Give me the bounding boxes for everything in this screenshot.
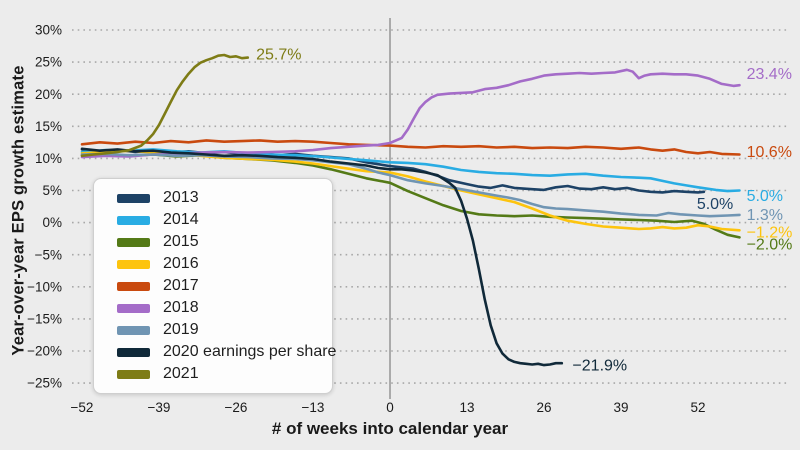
x-tick-label: 0: [386, 400, 394, 415]
legend-label: 2014: [163, 211, 199, 228]
y-tick-label: 30%: [35, 23, 62, 38]
y-tick-label: 5%: [42, 183, 62, 198]
end-label-2021: 25.7%: [256, 46, 301, 63]
end-label-2019: 1.3%: [747, 207, 783, 224]
legend-label: 2018: [163, 299, 199, 316]
series-line-2021: [80, 53, 250, 158]
legend-row-2019: 2019: [117, 319, 332, 341]
y-tick-label: 25%: [35, 55, 62, 70]
x-tick-label: 39: [613, 400, 628, 415]
legend-row-2014: 2014: [117, 209, 332, 231]
y-tick-label: 20%: [35, 87, 62, 102]
legend-swatch-2017: [117, 281, 150, 291]
legend-row-2017: 2017: [117, 275, 332, 297]
legend-label: 2016: [163, 255, 199, 272]
legend-label: 2020 earnings per share: [163, 343, 337, 360]
x-tick-label: −26: [225, 400, 248, 415]
x-tick-label: 26: [536, 400, 551, 415]
y-tick-label: −20%: [27, 344, 62, 359]
legend-swatch-2015: [117, 237, 150, 247]
legend-row-2021: 2021: [117, 363, 332, 385]
legend-label: 2015: [163, 233, 199, 250]
legend-swatch-2016: [117, 259, 150, 269]
legend-swatch-2021: [117, 369, 150, 379]
series-line-2017: [80, 139, 741, 156]
x-tick-label: −39: [148, 400, 171, 415]
x-tick-label: 13: [459, 400, 474, 415]
legend-swatch-2019: [117, 325, 150, 335]
y-tick-label: 0%: [42, 215, 62, 230]
legend-label: 2019: [163, 321, 199, 338]
legend-label: 2013: [163, 189, 199, 206]
end-label-2020: −21.9%: [572, 358, 627, 375]
end-label-2014: 5.0%: [747, 188, 783, 205]
x-tick-label: −52: [71, 400, 94, 415]
y-tick-label: 10%: [35, 151, 62, 166]
y-tick-label: 15%: [35, 119, 62, 134]
legend: 2013 2014 2015 2016 2017 2018 2019 2020 earning…: [93, 178, 336, 394]
legend-swatch-2013: [117, 193, 150, 203]
legend-row-2013: 2013: [117, 187, 332, 209]
legend-row-2020: 2020 earnings per share: [117, 341, 336, 363]
legend-label: 2021: [163, 365, 199, 382]
x-tick-label: 52: [690, 400, 705, 415]
series-line-2020: [80, 147, 564, 367]
legend-swatch-2020: [117, 347, 150, 357]
x-tick-label: −13: [302, 400, 325, 415]
end-label-2013: 5.0%: [697, 196, 733, 213]
legend-label: 2017: [163, 277, 199, 294]
y-tick-label: −15%: [27, 312, 62, 327]
x-axis-title: # of weeks into calendar year: [271, 419, 509, 438]
legend-row-2015: 2015: [117, 231, 332, 253]
legend-row-2016: 2016: [117, 253, 332, 275]
end-label-2016: −1.2%: [747, 225, 793, 242]
end-label-2015: −2.0%: [747, 236, 793, 253]
legend-swatch-2014: [117, 215, 150, 225]
y-tick-label: −25%: [27, 376, 62, 391]
y-tick-label: −10%: [27, 279, 62, 294]
y-tick-label: −5%: [35, 247, 62, 262]
end-label-2017: 10.6%: [747, 144, 792, 161]
legend-swatch-2018: [117, 303, 150, 313]
series-line-2018: [80, 68, 741, 159]
end-label-2018: 23.4%: [747, 66, 792, 83]
legend-row-2018: 2018: [117, 297, 332, 319]
